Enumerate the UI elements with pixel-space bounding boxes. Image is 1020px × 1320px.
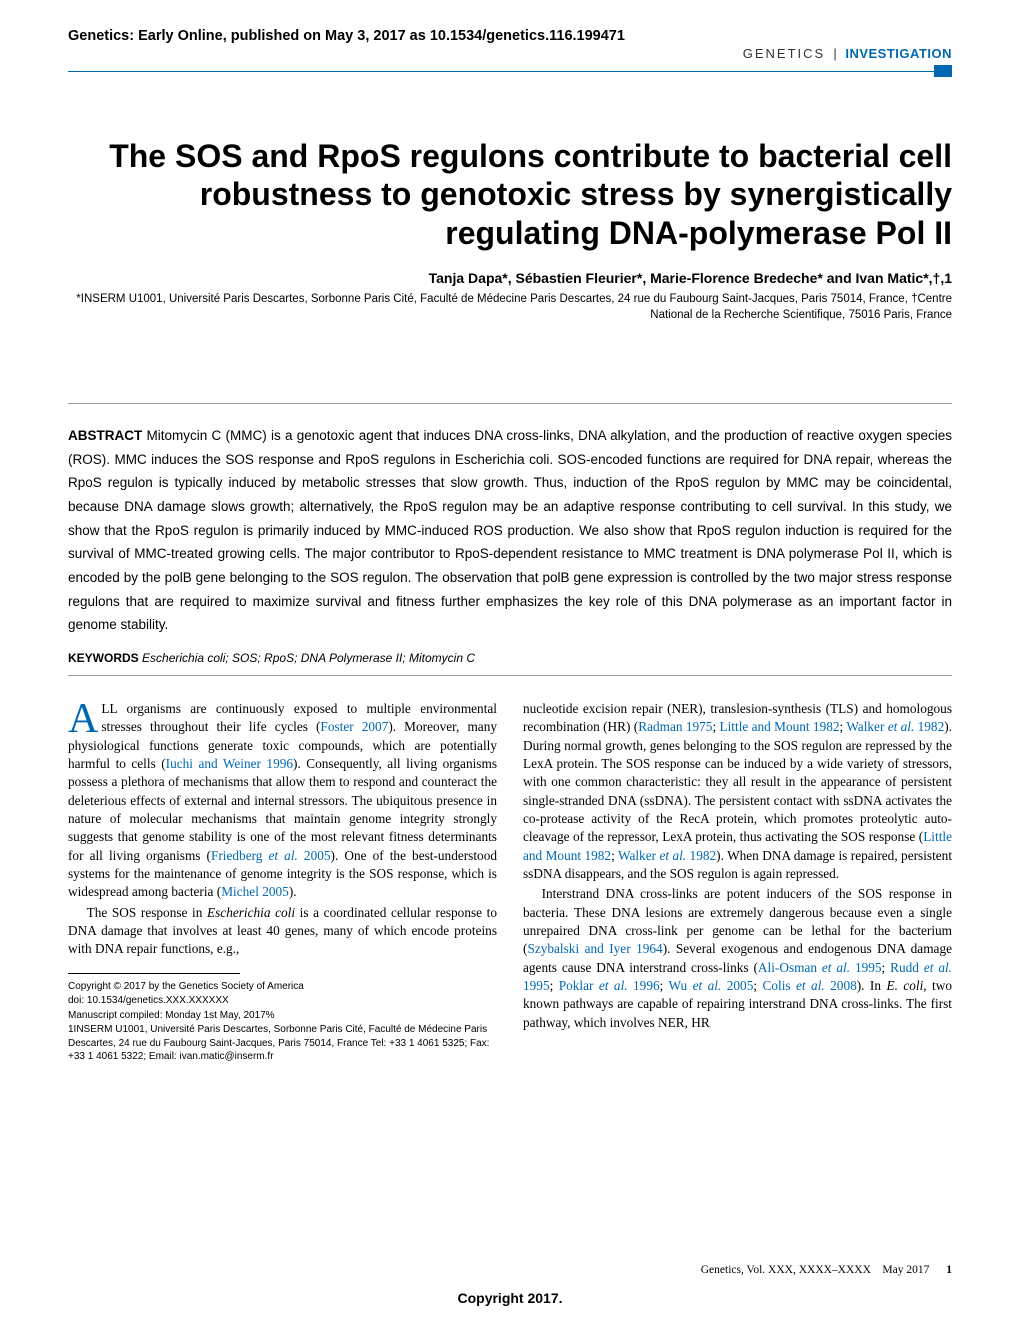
abstract-text: Mitomycin C (MMC) is a genotoxic agent t…	[68, 428, 952, 632]
preprint-notice: Genetics: Early Online, published on May…	[68, 28, 952, 44]
keywords: KEYWORDS Escherichia coli; SOS; RpoS; DN…	[68, 651, 952, 665]
page: Genetics: Early Online, published on May…	[0, 0, 1020, 1320]
abstract: ABSTRACT Mitomycin C (MMC) is a genotoxi…	[68, 424, 952, 637]
body-paragraph: Interstrand DNA cross-links are potent i…	[523, 885, 952, 1032]
rule-line	[68, 71, 934, 72]
header-rule	[68, 65, 952, 77]
column-left: ALL organisms are continuously exposed t…	[68, 700, 497, 1065]
footnote-copyright: Copyright © 2017 by the Genetics Society…	[68, 980, 497, 994]
article-section: INVESTIGATION	[845, 46, 952, 61]
rule-block	[934, 65, 952, 77]
abstract-label: ABSTRACT	[68, 428, 142, 443]
header-separator: |	[833, 46, 837, 61]
keywords-text: Escherichia coli; SOS; RpoS; DNA Polymer…	[142, 651, 475, 665]
page-number: 1	[946, 1264, 952, 1276]
running-header: GENETICS | INVESTIGATION	[68, 46, 952, 61]
body-columns: ALL organisms are continuously exposed t…	[68, 700, 952, 1065]
author-list: Tanja Dapa*, Sébastien Fleurier*, Marie-…	[68, 270, 952, 286]
footer-citation: Genetics, Vol. XXX, XXXX–XXXX	[701, 1264, 871, 1276]
abstract-rule-top	[68, 403, 952, 404]
keywords-label: KEYWORDS	[68, 651, 139, 665]
body-paragraph: The SOS response in Escherichia coli is …	[68, 904, 497, 959]
column-right: nucleotide excision repair (NER), transl…	[523, 700, 952, 1065]
paragraph-text: LL organisms are continuously exposed to…	[68, 701, 497, 899]
affiliations: *INSERM U1001, Université Paris Descarte…	[68, 292, 952, 323]
footnote-doi: doi: 10.1534/genetics.XXX.XXXXXX	[68, 994, 497, 1008]
footnote-compiled: Manuscript compiled: Monday 1st May, 201…	[68, 1009, 497, 1023]
copyright-stamp: Copyright 2017.	[0, 1290, 1020, 1306]
body-paragraph: nucleotide excision repair (NER), transl…	[523, 700, 952, 883]
article-title: The SOS and RpoS regulons contribute to …	[68, 137, 952, 252]
footnote-corresponding: 1INSERM U1001, Université Paris Descarte…	[68, 1023, 497, 1064]
page-footer: Genetics, Vol. XXX, XXXX–XXXX May 2017 1	[701, 1264, 952, 1276]
body-paragraph: ALL organisms are continuously exposed t…	[68, 700, 497, 902]
dropcap: A	[68, 700, 101, 734]
footnote-separator	[68, 973, 240, 974]
abstract-rule-bottom	[68, 675, 952, 676]
footnotes: Copyright © 2017 by the Genetics Society…	[68, 980, 497, 1064]
footer-date: May 2017	[882, 1264, 929, 1276]
journal-name: GENETICS	[743, 46, 825, 61]
